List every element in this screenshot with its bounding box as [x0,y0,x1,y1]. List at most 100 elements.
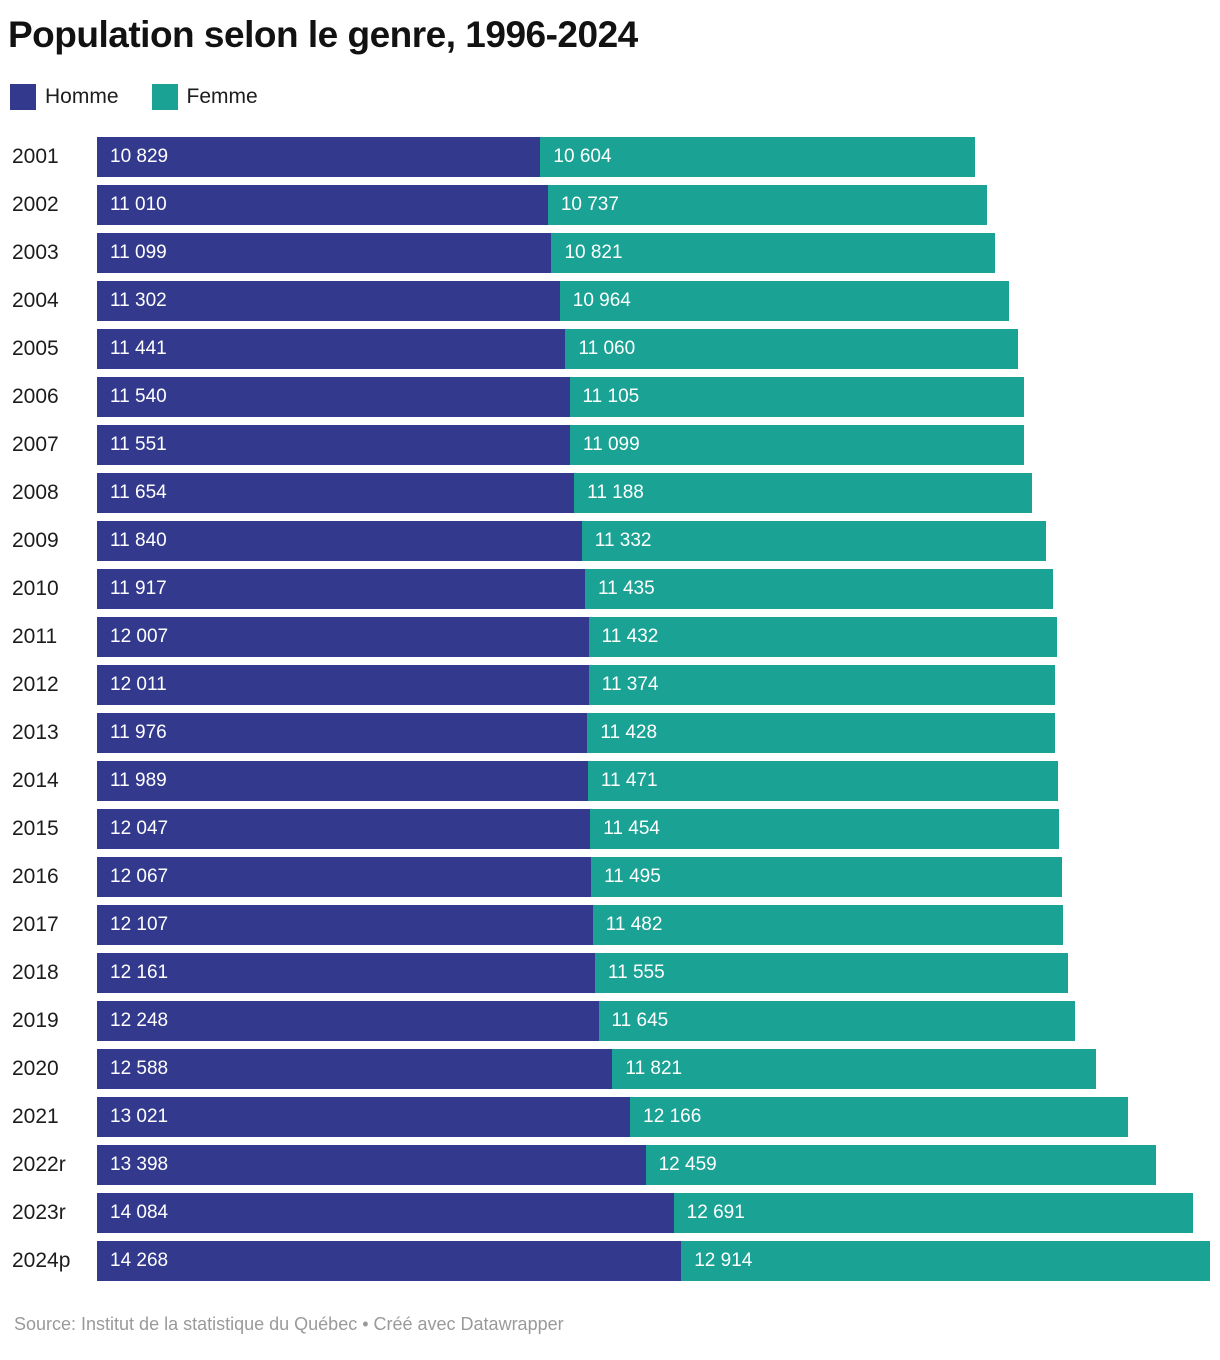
bar-segment-femme: 10 964 [559,281,1009,321]
chart-row: 2022r 13 398 12 459 [0,1145,1220,1185]
bar-segment-femme: 12 914 [681,1241,1210,1281]
bar-value-femme: 11 645 [611,1010,669,1031]
bar-segment-femme: 10 821 [551,233,995,273]
stacked-bar: 12 248 11 645 [97,1001,1210,1041]
chart-row: 2010 11 917 11 435 [0,569,1220,609]
chart-row: 2001 10 829 10 604 [0,137,1220,177]
stacked-bar: 12 011 11 374 [97,665,1210,705]
bar-segment-femme: 11 374 [588,665,1055,705]
legend-item-femme: Femme [151,84,258,110]
stacked-bar: 12 067 11 495 [97,857,1210,897]
year-label: 2009 [12,529,59,552]
bar-value-homme: 11 099 [110,242,167,263]
bar-value-femme: 11 821 [625,1058,683,1079]
bar-value-femme: 10 964 [572,290,631,311]
year-label: 2002 [12,193,59,216]
legend-item-homme: Homme [10,84,119,110]
bar-value-femme: 12 914 [694,1250,753,1271]
bar-value-homme: 11 840 [110,530,167,551]
chart-row: 2009 11 840 11 332 [0,521,1220,561]
bar-segment-homme: 11 976 [97,713,588,753]
year-label: 2022r [12,1153,66,1176]
stacked-bar: 12 047 11 454 [97,809,1210,849]
bar-value-femme: 10 821 [564,242,623,263]
stacked-bar: 11 976 11 428 [97,713,1210,753]
bar-value-homme: 12 067 [110,866,169,887]
year-label: 2016 [12,865,59,888]
year-label: 2018 [12,961,59,984]
bar-segment-femme: 11 428 [587,713,1056,753]
legend: Homme Femme [10,84,1220,110]
bar-value-femme: 11 428 [600,722,658,743]
bar-segment-homme: 11 302 [97,281,560,321]
bar-value-homme: 14 084 [110,1202,169,1223]
chart-row: 2006 11 540 11 105 [0,377,1220,417]
bar-value-homme: 11 010 [110,194,167,215]
year-label: 2019 [12,1009,59,1032]
bar-segment-femme: 11 332 [581,521,1046,561]
bar-segment-homme: 14 084 [97,1193,674,1233]
bar-segment-homme: 12 107 [97,905,593,945]
bar-value-homme: 11 551 [110,434,167,455]
bar-segment-femme: 12 691 [673,1193,1194,1233]
chart-row: 2019 12 248 11 645 [0,1001,1220,1041]
bar-value-femme: 11 105 [582,386,640,407]
chart-row: 2011 12 007 11 432 [0,617,1220,657]
bar-value-homme: 11 976 [110,722,167,743]
bar-value-homme: 12 248 [110,1010,169,1031]
bar-value-homme: 11 302 [110,290,167,311]
bar-segment-homme: 11 540 [97,377,570,417]
chart-row: 2020 12 588 11 821 [0,1049,1220,1089]
bar-value-homme: 12 011 [110,674,167,695]
chart-row: 2003 11 099 10 821 [0,233,1220,273]
stacked-bar: 14 084 12 691 [97,1193,1210,1233]
legend-swatch-homme [10,84,36,110]
bar-segment-femme: 11 821 [612,1049,1097,1089]
legend-swatch-femme [151,84,178,110]
year-label: 2003 [12,241,59,264]
stacked-bar: 13 398 12 459 [97,1145,1210,1185]
bar-value-homme: 11 441 [110,338,167,359]
stacked-bar: 10 829 10 604 [97,137,1210,177]
bar-value-femme: 11 471 [600,770,658,791]
bar-value-femme: 12 691 [686,1202,745,1223]
year-label: 2021 [12,1105,59,1128]
bar-value-homme: 10 829 [110,146,169,167]
bar-segment-homme: 11 917 [97,569,585,609]
stacked-bar: 11 540 11 105 [97,377,1210,417]
bar-value-femme: 11 482 [605,914,663,935]
chart-row: 2008 11 654 11 188 [0,473,1220,513]
chart-row: 2005 11 441 11 060 [0,329,1220,369]
year-label: 2014 [12,769,59,792]
chart-row: 2024p 14 268 12 914 [0,1241,1220,1281]
chart-row: 2014 11 989 11 471 [0,761,1220,801]
year-label: 2024p [12,1249,71,1272]
chart-row: 2012 12 011 11 374 [0,665,1220,705]
bar-segment-homme: 12 047 [97,809,591,849]
bar-segment-homme: 12 588 [97,1049,613,1089]
bar-segment-homme: 12 248 [97,1001,599,1041]
bar-value-femme: 11 435 [597,578,655,599]
bar-segment-femme: 11 060 [565,329,1019,369]
bar-value-homme: 12 588 [110,1058,169,1079]
chart-row: 2016 12 067 11 495 [0,857,1220,897]
bar-segment-femme: 11 482 [592,905,1063,945]
bar-segment-homme: 11 099 [97,233,552,273]
stacked-bar: 11 654 11 188 [97,473,1210,513]
bar-segment-homme: 11 551 [97,425,570,465]
bar-segment-femme: 11 188 [574,473,1033,513]
year-label: 2017 [12,913,59,936]
chart-row: 2015 12 047 11 454 [0,809,1220,849]
stacked-bar: 11 441 11 060 [97,329,1210,369]
chart-title: Population selon le genre, 1996-2024 [8,14,638,55]
bar-value-homme: 13 021 [110,1106,169,1127]
bar-value-femme: 10 737 [560,194,619,215]
stacked-bar: 11 840 11 332 [97,521,1210,561]
year-label: 2008 [12,481,59,504]
bar-value-femme: 11 555 [607,962,665,983]
year-label: 2004 [12,289,59,312]
bar-value-homme: 11 917 [110,578,167,599]
bar-segment-femme: 10 737 [547,185,988,225]
stacked-bar: 12 161 11 555 [97,953,1210,993]
bar-segment-femme: 11 099 [569,425,1025,465]
